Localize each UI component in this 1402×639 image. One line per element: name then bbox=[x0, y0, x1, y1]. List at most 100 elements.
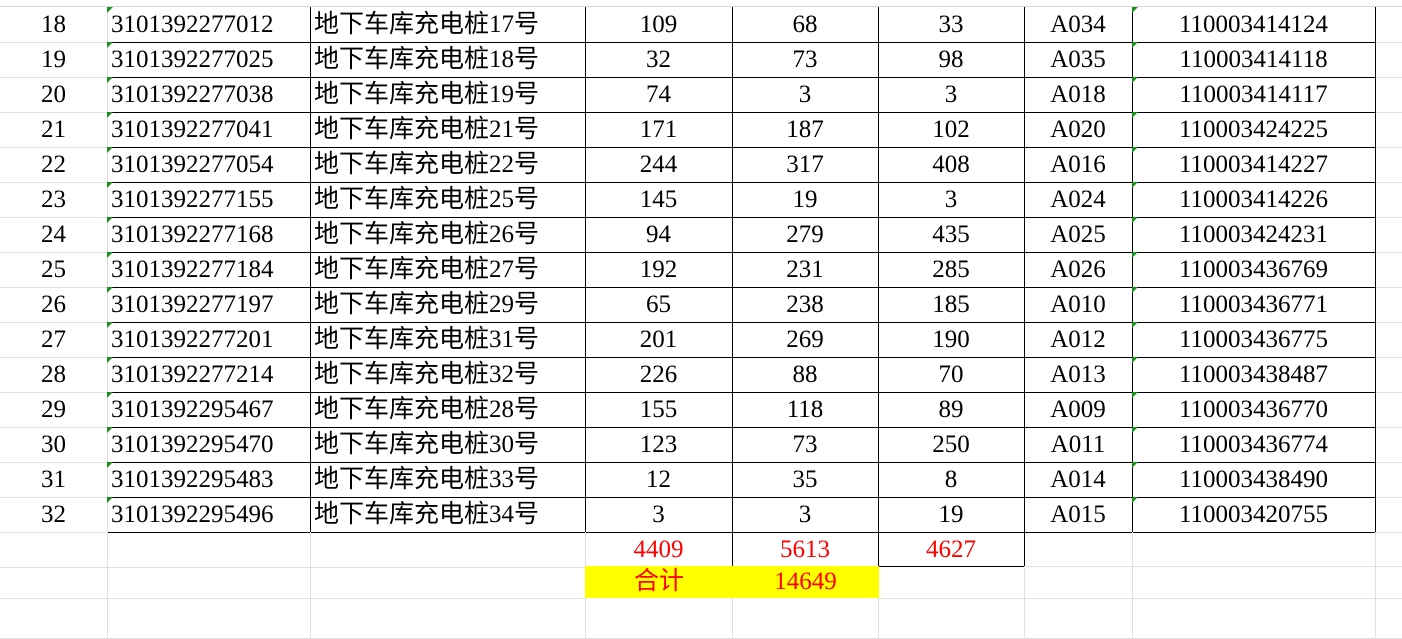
pile-name-cell[interactable]: 地下车库充电桩26号 bbox=[310, 217, 586, 253]
value-2-cell[interactable]: 35 bbox=[732, 462, 879, 498]
empty-cell[interactable] bbox=[107, 566, 311, 599]
empty-cell[interactable] bbox=[585, 598, 733, 639]
empty-cell[interactable] bbox=[1375, 462, 1402, 498]
value-2-cell[interactable]: 68 bbox=[732, 7, 879, 43]
value-2-cell[interactable]: 88 bbox=[732, 357, 879, 393]
account-no-cell[interactable]: 110003436770 bbox=[1132, 392, 1376, 428]
pile-code-cell[interactable]: A025 bbox=[1024, 217, 1133, 253]
value-3-cell[interactable]: 190 bbox=[878, 322, 1025, 358]
pile-code-cell[interactable]: A034 bbox=[1024, 7, 1133, 43]
account-no-cell[interactable]: 110003414226 bbox=[1132, 182, 1376, 218]
value-3-cell[interactable]: 408 bbox=[878, 147, 1025, 183]
total-value-cell[interactable]: 14649 bbox=[732, 566, 879, 598]
empty-cell[interactable] bbox=[107, 532, 311, 568]
empty-cell[interactable] bbox=[310, 566, 586, 599]
value-1-cell[interactable]: 244 bbox=[585, 147, 733, 183]
subtotal-cell[interactable]: 4627 bbox=[878, 532, 1025, 567]
empty-cell[interactable] bbox=[1024, 566, 1133, 599]
value-3-cell[interactable]: 19 bbox=[878, 497, 1025, 533]
pile-code-cell[interactable]: A020 bbox=[1024, 112, 1133, 148]
value-2-cell[interactable]: 231 bbox=[732, 252, 879, 288]
value-2-cell[interactable]: 279 bbox=[732, 217, 879, 253]
account-no-cell[interactable]: 110003424231 bbox=[1132, 217, 1376, 253]
account-no-cell[interactable]: 110003436775 bbox=[1132, 322, 1376, 358]
value-1-cell[interactable]: 201 bbox=[585, 322, 733, 358]
account-no-cell[interactable]: 110003436771 bbox=[1132, 287, 1376, 323]
pile-name-cell[interactable]: 地下车库充电桩33号 bbox=[310, 462, 586, 498]
empty-cell[interactable] bbox=[0, 566, 108, 599]
empty-cell[interactable] bbox=[1375, 357, 1402, 393]
value-3-cell[interactable]: 8 bbox=[878, 462, 1025, 498]
account-no-cell[interactable]: 110003438487 bbox=[1132, 357, 1376, 393]
meter-id-cell[interactable]: 3101392295467 bbox=[107, 392, 311, 428]
value-2-cell[interactable]: 73 bbox=[732, 42, 879, 78]
value-2-cell[interactable]: 118 bbox=[732, 392, 879, 428]
value-2-cell[interactable]: 187 bbox=[732, 112, 879, 148]
pile-name-cell[interactable]: 地下车库充电桩30号 bbox=[310, 427, 586, 463]
empty-cell[interactable] bbox=[1375, 217, 1402, 253]
value-2-cell[interactable]: 3 bbox=[732, 77, 879, 113]
empty-cell[interactable] bbox=[310, 532, 586, 568]
empty-cell[interactable] bbox=[1375, 392, 1402, 428]
meter-id-cell[interactable]: 3101392277155 bbox=[107, 182, 311, 218]
total-label-cell[interactable]: 合计 bbox=[585, 566, 733, 598]
empty-cell[interactable] bbox=[1375, 112, 1402, 148]
meter-id-cell[interactable]: 3101392277201 bbox=[107, 322, 311, 358]
account-no-cell[interactable]: 110003436774 bbox=[1132, 427, 1376, 463]
value-1-cell[interactable]: 3 bbox=[585, 497, 733, 533]
row-number-cell[interactable]: 29 bbox=[0, 392, 108, 428]
empty-cell[interactable] bbox=[1375, 77, 1402, 113]
empty-cell[interactable] bbox=[310, 598, 586, 639]
empty-cell[interactable] bbox=[1375, 598, 1402, 639]
pile-name-cell[interactable]: 地下车库充电桩17号 bbox=[310, 7, 586, 43]
value-3-cell[interactable]: 3 bbox=[878, 77, 1025, 113]
pile-name-cell[interactable]: 地下车库充电桩18号 bbox=[310, 42, 586, 78]
value-3-cell[interactable]: 70 bbox=[878, 357, 1025, 393]
account-no-cell[interactable]: 110003414227 bbox=[1132, 147, 1376, 183]
pile-name-cell[interactable]: 地下车库充电桩32号 bbox=[310, 357, 586, 393]
value-3-cell[interactable]: 285 bbox=[878, 252, 1025, 288]
row-number-cell[interactable]: 32 bbox=[0, 497, 108, 533]
empty-cell[interactable] bbox=[732, 598, 879, 639]
pile-code-cell[interactable]: A018 bbox=[1024, 77, 1133, 113]
meter-id-cell[interactable]: 3101392295496 bbox=[107, 497, 311, 533]
account-no-cell[interactable]: 110003424225 bbox=[1132, 112, 1376, 148]
pile-code-cell[interactable]: A009 bbox=[1024, 392, 1133, 428]
pile-name-cell[interactable]: 地下车库充电桩19号 bbox=[310, 77, 586, 113]
empty-cell[interactable] bbox=[1375, 427, 1402, 463]
empty-cell[interactable] bbox=[107, 598, 311, 639]
value-2-cell[interactable]: 19 bbox=[732, 182, 879, 218]
row-number-cell[interactable]: 19 bbox=[0, 42, 108, 78]
pile-name-cell[interactable]: 地下车库充电桩31号 bbox=[310, 322, 586, 358]
meter-id-cell[interactable]: 3101392295483 bbox=[107, 462, 311, 498]
value-1-cell[interactable]: 192 bbox=[585, 252, 733, 288]
row-number-cell[interactable]: 31 bbox=[0, 462, 108, 498]
pile-code-cell[interactable]: A016 bbox=[1024, 147, 1133, 183]
row-number-cell[interactable]: 22 bbox=[0, 147, 108, 183]
empty-cell[interactable] bbox=[1132, 598, 1376, 639]
empty-cell[interactable] bbox=[1132, 532, 1376, 567]
pile-name-cell[interactable]: 地下车库充电桩27号 bbox=[310, 252, 586, 288]
empty-cell[interactable] bbox=[1024, 598, 1133, 639]
empty-cell[interactable] bbox=[878, 566, 1025, 599]
row-number-cell[interactable]: 25 bbox=[0, 252, 108, 288]
row-number-cell[interactable]: 26 bbox=[0, 287, 108, 323]
subtotal-cell[interactable]: 4409 bbox=[585, 532, 733, 567]
value-1-cell[interactable]: 12 bbox=[585, 462, 733, 498]
empty-cell[interactable] bbox=[1375, 252, 1402, 288]
meter-id-cell[interactable]: 3101392277184 bbox=[107, 252, 311, 288]
account-no-cell[interactable]: 110003436769 bbox=[1132, 252, 1376, 288]
value-1-cell[interactable]: 155 bbox=[585, 392, 733, 428]
pile-name-cell[interactable]: 地下车库充电桩34号 bbox=[310, 497, 586, 533]
pile-code-cell[interactable]: A012 bbox=[1024, 322, 1133, 358]
value-3-cell[interactable]: 435 bbox=[878, 217, 1025, 253]
pile-code-cell[interactable]: A024 bbox=[1024, 182, 1133, 218]
value-3-cell[interactable]: 33 bbox=[878, 7, 1025, 43]
row-number-cell[interactable]: 21 bbox=[0, 112, 108, 148]
value-2-cell[interactable]: 73 bbox=[732, 427, 879, 463]
meter-id-cell[interactable]: 3101392277168 bbox=[107, 217, 311, 253]
account-no-cell[interactable]: 110003420755 bbox=[1132, 497, 1376, 533]
row-number-cell[interactable]: 20 bbox=[0, 77, 108, 113]
row-number-cell[interactable]: 18 bbox=[0, 7, 108, 43]
value-3-cell[interactable]: 89 bbox=[878, 392, 1025, 428]
